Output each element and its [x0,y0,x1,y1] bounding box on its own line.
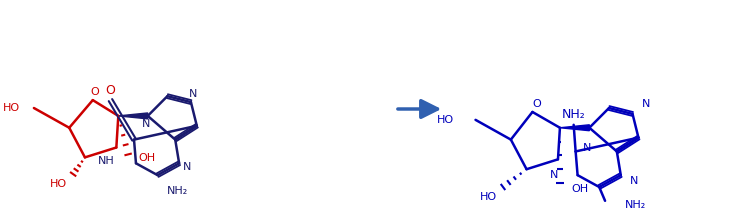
Text: N: N [141,119,150,129]
Text: N: N [183,162,191,172]
Text: HO: HO [3,103,20,113]
Text: O: O [532,99,541,109]
Text: HO: HO [480,192,497,202]
Polygon shape [560,125,590,131]
Text: NH: NH [98,156,114,166]
Text: O: O [91,87,99,97]
Text: N: N [630,176,639,186]
Polygon shape [118,113,148,119]
Text: NH₂: NH₂ [562,108,586,121]
Text: NH₂: NH₂ [167,186,188,196]
Text: N: N [188,89,197,99]
Text: OH: OH [138,153,155,163]
Text: N: N [583,143,592,153]
Text: HO: HO [50,179,67,189]
Text: HO: HO [436,115,454,125]
Text: N: N [550,170,558,180]
Text: O: O [105,84,116,97]
Text: NH₂: NH₂ [625,200,646,210]
Text: OH: OH [572,184,589,194]
Text: N: N [642,99,651,109]
